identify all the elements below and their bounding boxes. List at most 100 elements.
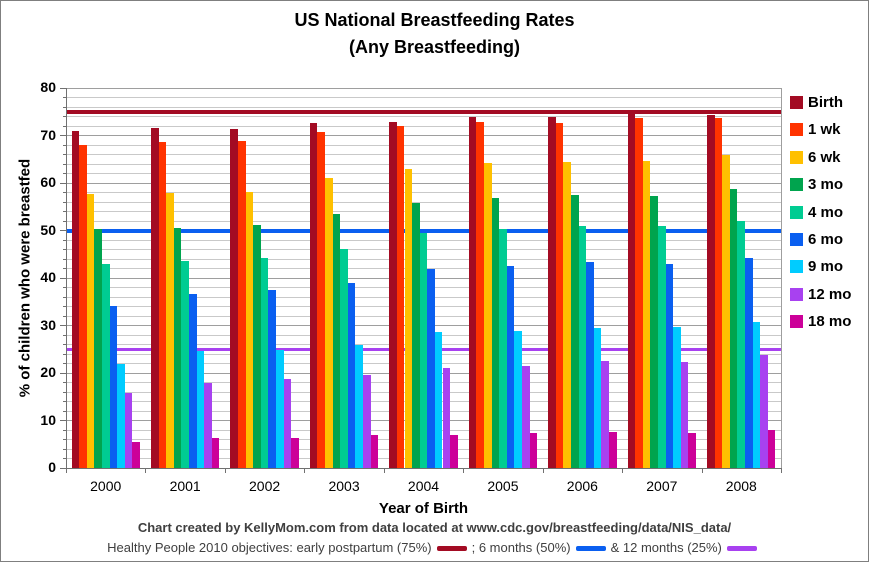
legend-label-3mo: 3 mo: [808, 176, 844, 194]
bar-1wk-2008: [714, 118, 723, 468]
chart-title: US National Breastfeeding Rates: [294, 10, 575, 30]
bar-6wk-2006: [563, 161, 571, 468]
bar-6mo-2004: [427, 268, 435, 468]
x-tick-label: 2004: [407, 478, 440, 494]
bar-12mo-2004: [442, 367, 451, 468]
bar-6wk-2002: [245, 191, 254, 468]
y-tick-label: 80: [40, 79, 56, 95]
bar-4mo-2002: [260, 258, 269, 468]
y-tick-label: 50: [40, 221, 56, 238]
bar-6mo-2002: [268, 289, 276, 468]
bar-18mo-2006: [608, 432, 617, 468]
y-minor-tick: [63, 363, 66, 364]
y-minor-tick: [63, 410, 66, 412]
bar-Birth-2005: [468, 116, 477, 468]
bar-6mo-2000: [109, 305, 118, 468]
bar-4mo-2000: [101, 264, 110, 468]
bar-3mo-2005: [491, 197, 500, 468]
legend-swatch-Birth: [790, 96, 803, 109]
gridline-minor: [66, 144, 781, 146]
y-minor-tick: [63, 239, 66, 241]
y-major-tick: [60, 135, 66, 136]
footer-objective-text: & 12 months (25%): [610, 540, 722, 555]
y-minor-tick: [63, 334, 66, 336]
y-tick-label: 40: [40, 269, 56, 285]
y-major-tick: [60, 230, 66, 231]
x-tick: [463, 468, 465, 473]
bar-4mo-2003: [340, 248, 348, 468]
legend-label-4mo: 4 mo: [808, 203, 844, 221]
x-tick-label: 2000: [90, 478, 122, 494]
objective-line-50: [66, 228, 781, 233]
y-tick-label: 60: [40, 174, 56, 190]
y-minor-tick: [63, 258, 66, 260]
y-major-tick: [60, 87, 66, 89]
x-tick-label: 2007: [646, 478, 678, 494]
legend-label-6mo: 6 mo: [808, 231, 844, 248]
legend-label-Birth: Birth: [808, 94, 843, 111]
bar-12mo-2006: [601, 361, 609, 468]
y-minor-tick: [63, 439, 66, 440]
bar-Birth-2002: [230, 128, 238, 468]
footer-objectives: Healthy People 2010 objectives: early po…: [1, 540, 868, 555]
x-tick: [781, 468, 782, 473]
bar-12mo-2002: [283, 378, 292, 468]
legend-swatch-12mo: [790, 287, 803, 301]
x-axis-line: [66, 468, 782, 469]
gridline-minor: [66, 220, 781, 222]
gridline-minor: [66, 173, 781, 174]
y-major-tick: [60, 372, 66, 374]
gridline-minor: [66, 163, 781, 165]
bar-9mo-2001: [196, 351, 205, 468]
legend-label-18mo: 18 mo: [808, 313, 852, 331]
y-minor-tick: [63, 97, 66, 98]
y-minor-tick: [63, 201, 66, 203]
gridline-major: [66, 182, 781, 184]
gridline-major: [66, 87, 781, 89]
x-tick: [145, 468, 147, 473]
x-tick-label: 2001: [169, 478, 201, 494]
y-minor-tick: [63, 220, 66, 222]
bar-9mo-2008: [752, 322, 761, 468]
bar-1wk-2007: [635, 118, 643, 468]
bar-1wk-2006: [555, 123, 564, 468]
objective-dash-icon: [726, 546, 757, 552]
x-tick: [224, 468, 226, 473]
legend-swatch-4mo: [790, 205, 803, 219]
x-tick-label: 2008: [725, 478, 757, 494]
legend-swatch-6mo: [790, 233, 803, 246]
y-minor-tick: [63, 163, 66, 165]
bar-3mo-2002: [253, 224, 261, 468]
plot-right-border: [781, 88, 782, 469]
footer-objective-text: ; 6 months (50%): [471, 540, 571, 555]
bar-18mo-2003: [370, 435, 379, 468]
gridline-minor: [66, 211, 781, 212]
gridline-minor: [66, 192, 781, 193]
footer-objective-text: Healthy People 2010 objectives: early po…: [107, 540, 432, 555]
x-axis-title: Year of Birth: [378, 500, 469, 517]
footer-credit: Chart created by KellyMom.com from data …: [137, 520, 732, 535]
bar-4mo-2004: [419, 232, 428, 468]
objective-dash-icon: [575, 546, 606, 552]
bar-1wk-2005: [476, 122, 484, 468]
bar-6mo-2008: [745, 258, 753, 468]
y-tick-label: 30: [40, 316, 56, 333]
y-tick-label: 20: [40, 364, 56, 380]
y-minor-tick: [63, 458, 66, 459]
bar-9mo-2005: [514, 331, 522, 468]
bar-18mo-2005: [529, 432, 538, 468]
y-minor-tick: [63, 391, 66, 393]
bar-1wk-2001: [158, 141, 167, 468]
y-tick-label: 0: [48, 459, 56, 475]
chart-subtitle: (Any Breastfeeding): [348, 37, 521, 57]
gridline-minor: [66, 154, 781, 155]
bar-3mo-2001: [173, 227, 182, 468]
bar-1wk-2002: [238, 141, 246, 468]
bar-6wk-2003: [325, 177, 333, 468]
gridline-major: [66, 135, 781, 136]
bar-4mo-2005: [499, 229, 507, 468]
x-tick: [383, 468, 385, 473]
bar-9mo-2007: [673, 326, 681, 468]
legend-swatch-6wk: [790, 150, 803, 164]
